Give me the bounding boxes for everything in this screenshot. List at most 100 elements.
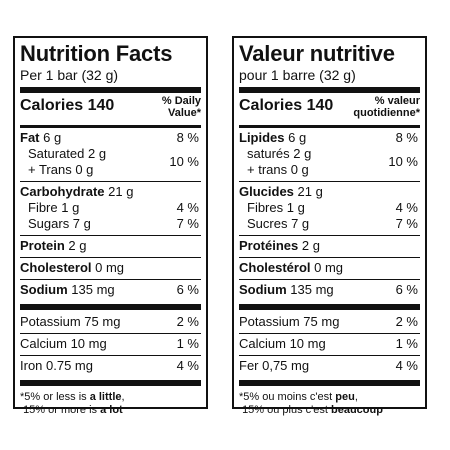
calcium-dv: 1 %	[395, 336, 418, 351]
protein-row: Protéines 2 g	[239, 238, 420, 254]
fat-row: Lipides 6 g 8 %	[239, 130, 420, 146]
iron-row: Fer 0,75 mg 4 %	[239, 358, 420, 374]
divider-thick	[239, 380, 420, 386]
calcium-row: Calcium 10 mg 1 %	[20, 336, 201, 352]
panel-title: Valeur nutritive	[239, 41, 395, 66]
sugars-dv: 7 %	[176, 216, 199, 231]
protein-block: Protein 2 g	[20, 236, 201, 257]
carb-block: Carbohydrate 21 g Fibre 1 g 4 % Sugars 7…	[20, 182, 201, 235]
potassium-block: Potassium 75 mg 2 %	[20, 312, 201, 333]
fibre-dv: 4 %	[176, 200, 199, 215]
fat-amount: 6 g	[43, 130, 62, 145]
daily-value-header: % Daily Value*	[162, 95, 201, 119]
calcium-dv: 1 %	[176, 336, 199, 351]
fat-dv: 8 %	[176, 130, 199, 145]
protein-label: Protéines	[239, 238, 299, 253]
sodium-dv: 6 %	[395, 282, 418, 297]
serving-size: pour 1 barre (32 g)	[239, 67, 356, 83]
footnote-text: ,	[354, 391, 358, 403]
fat-block: Fat 6 g 8 % Saturated 2 g + Trans 0 g 10…	[20, 128, 201, 181]
divider	[239, 181, 420, 182]
protein-block: Protéines 2 g	[239, 236, 420, 257]
fat-label: Lipides	[239, 130, 285, 145]
fat-amount: 6 g	[288, 130, 307, 145]
divider	[20, 279, 201, 280]
carb-amount: 21 g	[297, 184, 323, 199]
iron-label: Fer 0,75 mg	[239, 358, 310, 373]
potassium-dv: 2 %	[395, 314, 418, 329]
sat-trans-row: Saturated 2 g + Trans 0 g 10 %	[20, 146, 201, 178]
potassium-dv: 2 %	[176, 314, 199, 329]
carb-row: Carbohydrate 21 g	[20, 184, 201, 200]
protein-label: Protein	[20, 238, 65, 253]
calcium-label: Calcium 10 mg	[239, 336, 326, 351]
potassium-row: Potassium 75 mg 2 %	[20, 314, 201, 330]
divider-thick	[20, 87, 201, 93]
trans-label: + trans 0 g	[247, 162, 309, 177]
divider	[20, 125, 201, 128]
sat-trans-dv: 10 %	[388, 154, 418, 169]
footnote-text: 15% or more is	[23, 404, 101, 416]
nutrition-facts-panel-fr: Valeur nutritive pour 1 barre (32 g) Cal…	[232, 36, 427, 416]
divider	[239, 279, 420, 280]
potassium-block: Potassium 75 mg 2 %	[239, 312, 420, 333]
sat-trans-row: saturés 2 g + trans 0 g 10 %	[239, 146, 420, 178]
fat-row: Fat 6 g 8 %	[20, 130, 201, 146]
divider	[239, 355, 420, 356]
footnote-emphasis: a little	[89, 391, 122, 403]
carb-row: Glucides 21 g	[239, 184, 420, 200]
calories-label: Calories 140	[20, 97, 115, 114]
dv-header-line2: quotidienne*	[353, 107, 420, 119]
divider-thick	[20, 380, 201, 386]
fat-block: Lipides 6 g 8 % saturés 2 g + trans 0 g …	[239, 128, 420, 181]
sodium-row: Sodium 135 mg 6 %	[20, 282, 201, 298]
potassium-row: Potassium 75 mg 2 %	[239, 314, 420, 330]
sugars-row: Sucres 7 g 7 %	[239, 216, 420, 232]
saturated-label: saturés 2 g	[247, 146, 312, 161]
fibre-dv: 4 %	[395, 200, 418, 215]
sodium-row: Sodium 135 mg 6 %	[239, 282, 420, 298]
iron-dv: 4 %	[395, 358, 418, 373]
footnote-text: *5% ou moins c'est	[239, 391, 336, 403]
divider	[239, 235, 420, 236]
calcium-block: Calcium 10 mg 1 %	[239, 334, 420, 355]
sodium-label: Sodium	[239, 282, 287, 297]
sodium-block: Sodium 135 mg 6 %	[239, 280, 420, 301]
carb-block: Glucides 21 g Fibres 1 g 4 % Sucres 7 g …	[239, 182, 420, 235]
sugars-row: Sugars 7 g 7 %	[20, 216, 201, 232]
divider-thick	[239, 87, 420, 93]
cholesterol-block: Cholestérol 0 mg	[239, 258, 420, 279]
footnote: *5% ou moins c'est peu, 15% ou plus c'es…	[239, 388, 420, 417]
divider	[239, 257, 420, 258]
iron-block: Iron 0.75 mg 4 %	[20, 356, 201, 377]
trans-label: + Trans 0 g	[28, 162, 94, 177]
divider	[20, 333, 201, 334]
footnote-text: *5% or less is	[20, 391, 90, 403]
divider	[20, 355, 201, 356]
calories-row: Calories 140 % Daily Value*	[20, 95, 201, 125]
calories-label: Calories 140	[239, 97, 334, 114]
saturated-label: Saturated 2 g	[28, 146, 107, 161]
panel-title: Nutrition Facts	[20, 41, 173, 66]
footnote-emphasis: a lot	[100, 404, 123, 416]
divider	[20, 235, 201, 236]
sugars-label: Sugars 7 g	[28, 216, 91, 231]
cholesterol-row: Cholesterol 0 mg	[20, 260, 201, 276]
iron-label: Iron 0.75 mg	[20, 358, 93, 373]
sodium-amount: 135 mg	[71, 282, 115, 297]
divider	[239, 125, 420, 128]
dv-header-line2: Value*	[167, 107, 201, 119]
cholesterol-row: Cholestérol 0 mg	[239, 260, 420, 276]
fibre-row: Fibre 1 g 4 %	[20, 200, 201, 216]
sugars-label: Sucres 7 g	[247, 216, 310, 231]
dv-header-line1: % Daily	[161, 95, 201, 107]
divider	[20, 181, 201, 182]
nutrition-facts-panel-en: Nutrition Facts Per 1 bar (32 g) Calorie…	[13, 36, 208, 416]
sodium-block: Sodium 135 mg 6 %	[20, 280, 201, 301]
footnote-text: 15% ou plus c'est	[242, 404, 331, 416]
sodium-amount: 135 mg	[290, 282, 334, 297]
fat-label: Fat	[20, 130, 40, 145]
carb-label: Carbohydrate	[20, 184, 105, 199]
protein-amount: 2 g	[301, 238, 320, 253]
sugars-dv: 7 %	[395, 216, 418, 231]
